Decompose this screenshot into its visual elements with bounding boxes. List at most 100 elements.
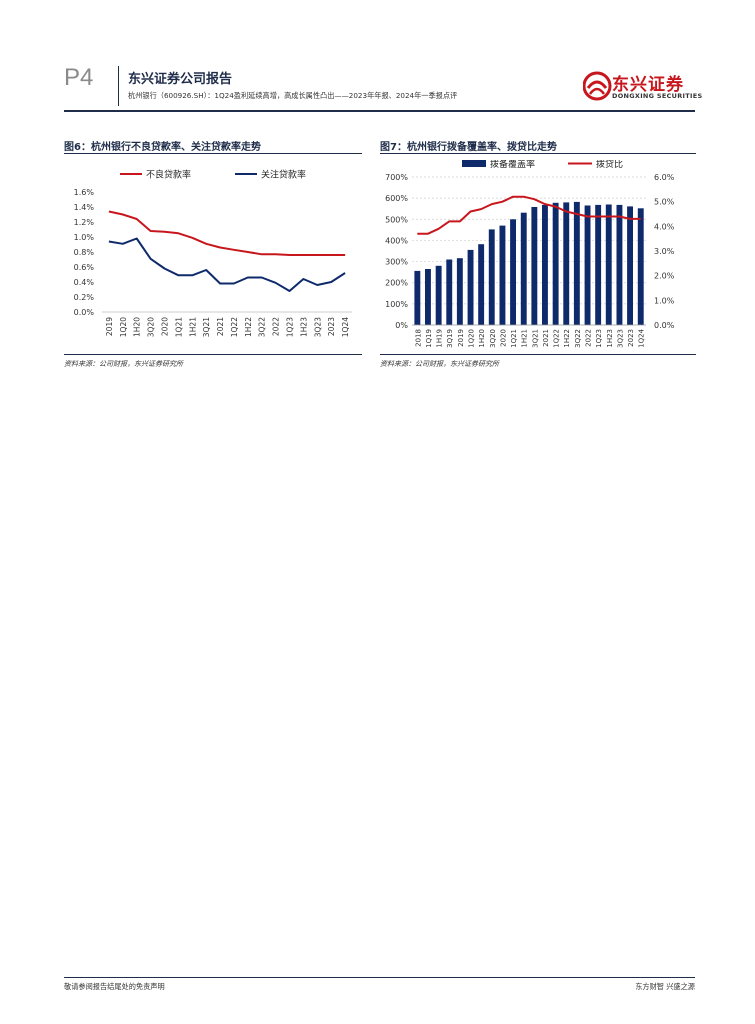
bar (488, 229, 495, 325)
figure7-source-rule (380, 354, 696, 355)
bar (435, 265, 442, 325)
y-tick-label: 0.0% (74, 308, 95, 317)
y-right-tick-label: 3.0% (654, 247, 675, 256)
legend-label-0: 不良贷款率 (146, 169, 191, 181)
y-left-tick-label: 200% (385, 279, 408, 288)
y-left-tick-label: 0% (395, 321, 408, 330)
bar (414, 270, 421, 325)
bar (456, 258, 463, 325)
bar (446, 259, 453, 325)
x-tick-label: 2020 (499, 329, 507, 347)
series-line-ratio (417, 195, 641, 235)
bar (595, 204, 602, 325)
x-tick-label: 3Q21 (531, 329, 539, 348)
y-left-tick-label: 600% (385, 194, 408, 203)
y-tick-label: 1.4% (74, 203, 95, 212)
y-left-tick-label: 100% (385, 300, 408, 309)
figure7-title: 图7：杭州银行拨备覆盖率、拨贷比走势 (380, 142, 557, 153)
logo-text-en: DONGXING SECURITIES (612, 92, 703, 100)
x-tick-label: 1Q19 (425, 329, 433, 348)
x-tick-label: 2021 (216, 317, 225, 336)
x-tick-label: 2020 (161, 317, 170, 336)
series-line-0 (108, 210, 346, 256)
x-tick-label: 2021 (542, 329, 550, 347)
x-tick-label: 1H20 (133, 317, 142, 337)
y-left-tick-label: 500% (385, 215, 408, 224)
x-tick-label: 1H19 (436, 329, 444, 348)
bar (605, 204, 612, 325)
bar (627, 206, 633, 325)
x-tick-label: 1Q24 (638, 328, 646, 347)
x-tick-label: 3Q21 (202, 317, 211, 337)
figure7-chart: 拨备覆盖率 拨贷比 0% 100% 200% 300% 400% 500% 600% 700% 0.… (385, 160, 675, 348)
legend-label-line: 拨贷比 (596, 160, 623, 170)
page-number: P4 (64, 64, 94, 91)
x-tick-label: 3Q22 (258, 317, 267, 337)
report-title: 东兴证券公司报告 (128, 72, 233, 87)
x-tick-label: 3Q20 (489, 329, 497, 348)
legend-label-1: 关注贷款率 (261, 169, 306, 181)
figure6-rule (64, 153, 362, 154)
x-tick-label: 1H21 (521, 329, 529, 348)
y-right-tick-label: 0.0% (654, 321, 675, 330)
y-tick-label: 1.6% (74, 188, 95, 197)
y-right-tick-label: 5.0% (654, 198, 675, 207)
x-tick-label: 1H21 (188, 317, 197, 337)
x-tick-label: 3Q23 (616, 329, 624, 348)
header-divider (118, 66, 119, 106)
x-tick-label: 1Q21 (510, 329, 518, 348)
series-line-1 (108, 237, 346, 292)
x-tick-label: 1Q22 (553, 329, 561, 348)
x-tick-label: 1H23 (299, 317, 308, 337)
bar (531, 207, 538, 325)
figure6-title: 图6：杭州银行不良贷款率、关注贷款率走势 (64, 142, 261, 153)
y-right-tick-label: 2.0% (654, 272, 675, 281)
bar (510, 219, 516, 325)
x-tick-label: 2019 (457, 329, 465, 347)
y-right-tick-label: 6.0% (654, 173, 675, 182)
y-tick-label: 0.4% (74, 278, 95, 287)
report-subtitle: 杭州银行（600926.SH）：1Q24盈利延续高增，高成长属性凸出——2023… (128, 91, 458, 100)
y-left-tick-label: 400% (385, 236, 408, 245)
dongxing-logo-icon (583, 71, 612, 101)
x-tick-label: 2022 (272, 317, 281, 336)
bar (499, 225, 506, 325)
x-tick-label: 1Q20 (468, 329, 476, 348)
x-tick-label: 2023 (327, 317, 336, 336)
x-tick-label: 1Q21 (174, 317, 183, 337)
x-tick-label: 1Q23 (595, 329, 603, 348)
x-tick-label: 3Q23 (313, 317, 322, 337)
legend-swatch-bar (462, 160, 486, 167)
x-tick-label: 2023 (627, 329, 635, 347)
x-tick-label: 1H22 (563, 329, 571, 348)
x-tick-label: 1Q20 (119, 317, 128, 337)
y-tick-label: 1.0% (74, 233, 95, 242)
y-tick-label: 1.2% (74, 218, 95, 227)
logo-text-cn: 东兴证券 (612, 75, 684, 95)
bar (520, 212, 527, 325)
y-right-tick-label: 4.0% (654, 222, 675, 231)
bar (573, 201, 580, 325)
footer-slogan: 东方财智 兴盛之源 (635, 982, 695, 991)
y-tick-label: 0.6% (74, 263, 95, 272)
bar (563, 202, 570, 325)
y-right-tick-label: 1.0% (654, 296, 675, 305)
x-tick-label: 1Q22 (230, 317, 239, 337)
figure6-chart: 不良贷款率 关注贷款率 0.0% 0.2% 0.4% 0.6% 0.8% 1.0% 1.2% 1.… (74, 169, 352, 337)
figure6-source-rule (64, 354, 362, 355)
figure7-rule (380, 153, 696, 154)
y-left-tick-label: 700% (385, 173, 408, 182)
x-tick-label: 2022 (585, 329, 593, 347)
x-tick-label: 1Q23 (286, 317, 295, 337)
x-tick-label: 3Q20 (147, 317, 156, 337)
x-tick-label: 1H20 (478, 329, 486, 348)
bar (425, 269, 431, 325)
y-tick-label: 0.2% (74, 293, 95, 302)
x-tick-label: 1H22 (244, 317, 253, 337)
figure6-source: 资料来源：公司财报，东兴证券研究所 (64, 360, 183, 368)
x-tick-label: 2019 (105, 317, 114, 336)
figure7-source: 资料来源：公司财报，东兴证券研究所 (380, 360, 499, 368)
y-tick-label: 0.8% (74, 248, 95, 257)
y-left-tick-label: 300% (385, 258, 408, 267)
x-tick-label: 1Q24 (341, 317, 350, 337)
